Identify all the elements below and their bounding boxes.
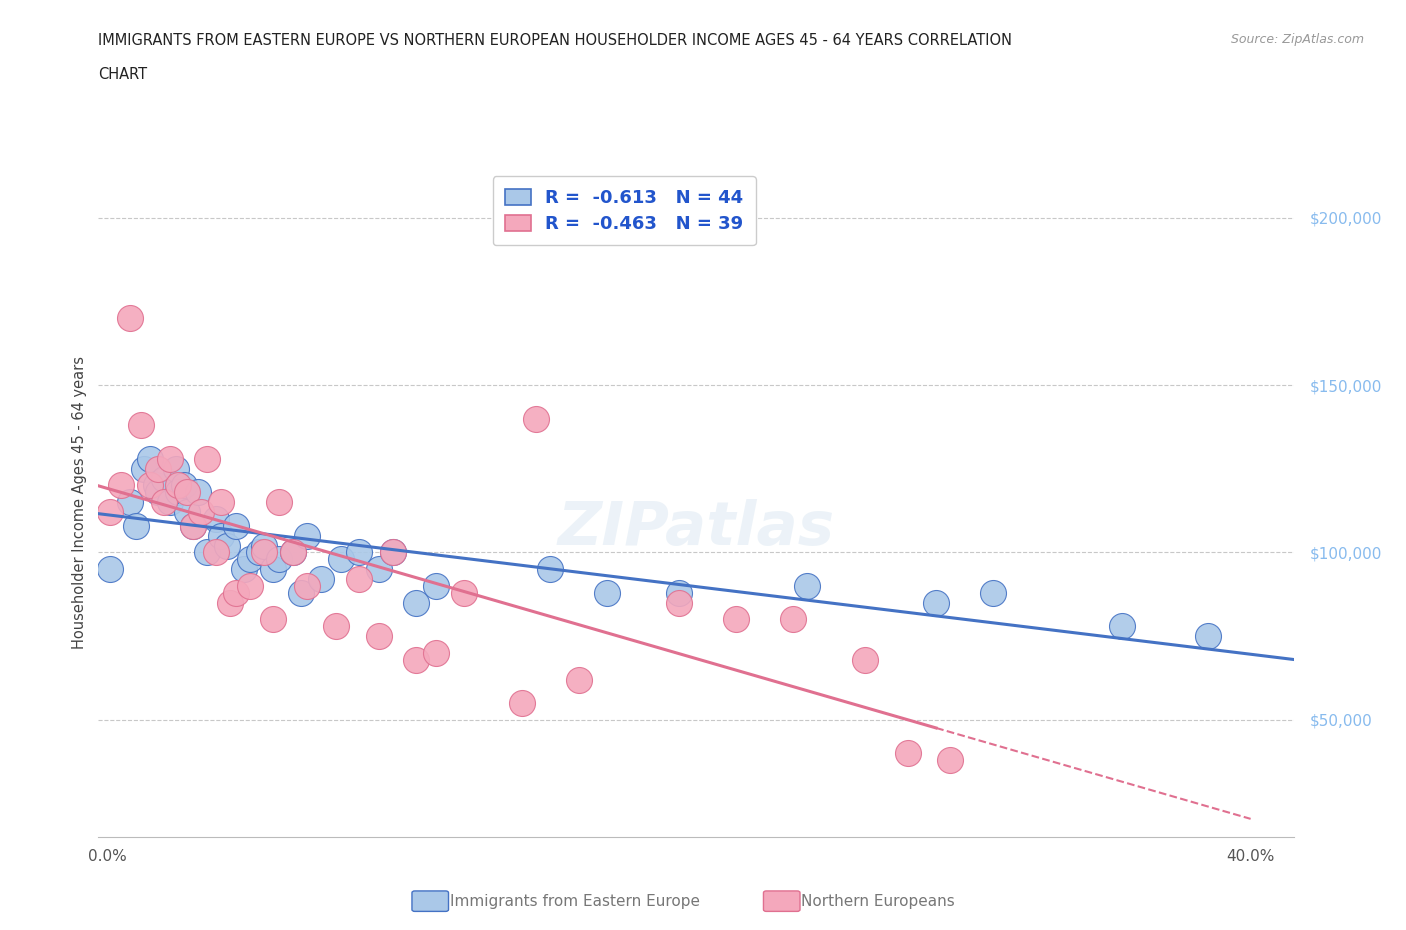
Point bbox=[262, 562, 284, 577]
Text: Source: ZipAtlas.com: Source: ZipAtlas.com bbox=[1230, 33, 1364, 46]
Point bbox=[209, 495, 232, 510]
Point bbox=[181, 518, 204, 533]
Point bbox=[981, 585, 1004, 600]
Point bbox=[425, 645, 447, 660]
Point bbox=[796, 578, 818, 593]
Point bbox=[668, 585, 690, 600]
Point bbox=[510, 696, 533, 711]
Point bbox=[347, 545, 370, 560]
Point bbox=[153, 472, 176, 486]
Point bbox=[190, 505, 212, 520]
Point bbox=[1111, 618, 1133, 633]
Text: Immigrants from Eastern Europe: Immigrants from Eastern Europe bbox=[450, 894, 700, 909]
Point bbox=[668, 595, 690, 610]
Point bbox=[538, 562, 561, 577]
Point bbox=[896, 746, 918, 761]
Point bbox=[167, 485, 190, 499]
Point bbox=[239, 551, 262, 566]
Point bbox=[148, 485, 170, 499]
Point bbox=[159, 495, 181, 510]
Point bbox=[124, 518, 146, 533]
Y-axis label: Householder Income Ages 45 - 64 years: Householder Income Ages 45 - 64 years bbox=[72, 355, 87, 649]
Point bbox=[568, 672, 591, 687]
Point bbox=[239, 578, 262, 593]
Point bbox=[176, 485, 198, 499]
Text: Northern Europeans: Northern Europeans bbox=[801, 894, 955, 909]
Point bbox=[425, 578, 447, 593]
Point bbox=[381, 545, 404, 560]
Text: IMMIGRANTS FROM EASTERN EUROPE VS NORTHERN EUROPEAN HOUSEHOLDER INCOME AGES 45 -: IMMIGRANTS FROM EASTERN EUROPE VS NORTHE… bbox=[98, 33, 1012, 47]
Point bbox=[204, 545, 226, 560]
Point bbox=[253, 545, 276, 560]
Point bbox=[281, 545, 304, 560]
Text: ZIPatlas: ZIPatlas bbox=[557, 499, 835, 559]
Point bbox=[181, 518, 204, 533]
Point bbox=[253, 538, 276, 553]
Point bbox=[405, 595, 427, 610]
Point bbox=[225, 518, 247, 533]
Point bbox=[405, 652, 427, 667]
Point bbox=[204, 512, 226, 526]
Point bbox=[281, 545, 304, 560]
Point bbox=[173, 478, 195, 493]
Point bbox=[195, 545, 218, 560]
Point bbox=[217, 538, 239, 553]
Text: CHART: CHART bbox=[98, 67, 148, 82]
Point bbox=[134, 461, 156, 476]
Point bbox=[325, 618, 347, 633]
Point bbox=[118, 311, 141, 325]
Point bbox=[167, 478, 190, 493]
Point bbox=[939, 752, 962, 767]
Point bbox=[295, 528, 318, 543]
Point bbox=[347, 572, 370, 587]
Point bbox=[453, 585, 475, 600]
Point bbox=[176, 505, 198, 520]
Point bbox=[139, 478, 162, 493]
Point bbox=[596, 585, 619, 600]
Point bbox=[187, 485, 209, 499]
Point bbox=[367, 562, 389, 577]
Legend: R =  -0.613   N = 44, R =  -0.463   N = 39: R = -0.613 N = 44, R = -0.463 N = 39 bbox=[492, 177, 756, 246]
Point bbox=[110, 478, 132, 493]
Point bbox=[219, 595, 242, 610]
Point bbox=[367, 629, 389, 644]
Point bbox=[1197, 629, 1219, 644]
Point bbox=[247, 545, 270, 560]
Point bbox=[311, 572, 333, 587]
Point bbox=[381, 545, 404, 560]
Point bbox=[290, 585, 312, 600]
Point bbox=[925, 595, 948, 610]
Point bbox=[153, 495, 176, 510]
Point bbox=[165, 461, 187, 476]
Point bbox=[724, 612, 747, 627]
Point bbox=[98, 505, 121, 520]
Point bbox=[295, 578, 318, 593]
Point bbox=[209, 528, 232, 543]
Point bbox=[853, 652, 876, 667]
Point bbox=[195, 451, 218, 466]
Point bbox=[148, 461, 170, 476]
Point bbox=[118, 495, 141, 510]
Point bbox=[330, 551, 353, 566]
Point bbox=[159, 451, 181, 466]
Point bbox=[145, 478, 167, 493]
Point bbox=[267, 551, 290, 566]
Point bbox=[233, 562, 256, 577]
Point bbox=[782, 612, 804, 627]
Point bbox=[131, 418, 153, 432]
Point bbox=[225, 585, 247, 600]
Point bbox=[524, 411, 547, 426]
Point bbox=[262, 612, 284, 627]
Point bbox=[139, 451, 162, 466]
Point bbox=[267, 495, 290, 510]
Point bbox=[98, 562, 121, 577]
